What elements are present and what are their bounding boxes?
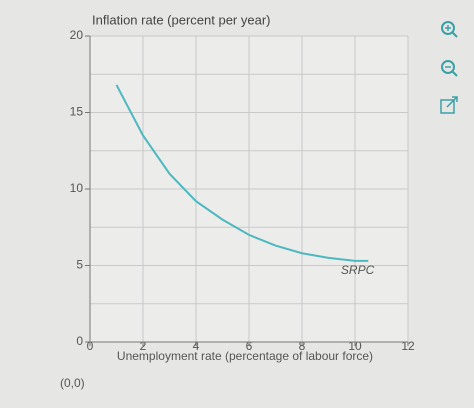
x-tick-label: 10 [348, 339, 362, 353]
y-tick-label: 10 [70, 181, 84, 195]
series-line [115, 84, 369, 262]
zoom-in[interactable] [441, 21, 458, 38]
x-tick-label: 2 [140, 339, 147, 353]
x-tick-label: 6 [246, 339, 253, 353]
y-tick-label: 15 [70, 105, 84, 119]
x-tick-label: 4 [193, 339, 200, 353]
y-tick-label: 5 [76, 258, 83, 272]
x-tick-label: 8 [299, 339, 306, 353]
chart-title: Inflation rate (percent per year) [92, 12, 270, 27]
x-tick-label: 12 [401, 339, 415, 353]
zoom-out[interactable] [441, 60, 458, 77]
x-axis-label: Unemployment rate (percentage of labour … [117, 349, 373, 363]
footnote: (0,0) [60, 376, 85, 390]
x-tick-label: 0 [87, 339, 94, 353]
y-tick-label: 0 [76, 334, 83, 348]
series-label: SRPC [341, 263, 375, 277]
y-tick-label: 20 [70, 28, 84, 42]
open-external[interactable] [440, 96, 458, 114]
